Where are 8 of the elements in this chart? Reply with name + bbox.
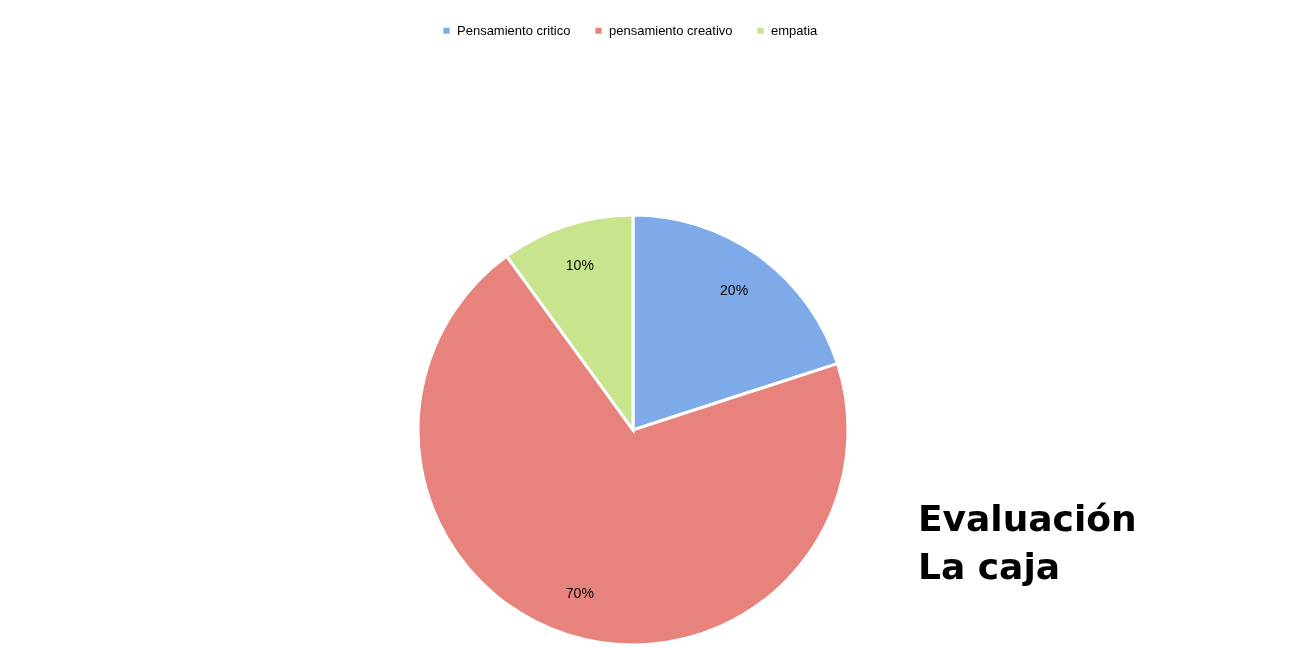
data-label: 70% [565,584,594,601]
legend-label: empatia [771,22,819,38]
text: La caja [918,546,1061,587]
data-label: 20% [720,281,749,298]
data-label: 10% [565,257,594,274]
legend-label: pensamiento creativo [609,22,733,38]
legend-label: Pensamiento critico [457,22,571,38]
text: Evaluación [918,498,1137,539]
